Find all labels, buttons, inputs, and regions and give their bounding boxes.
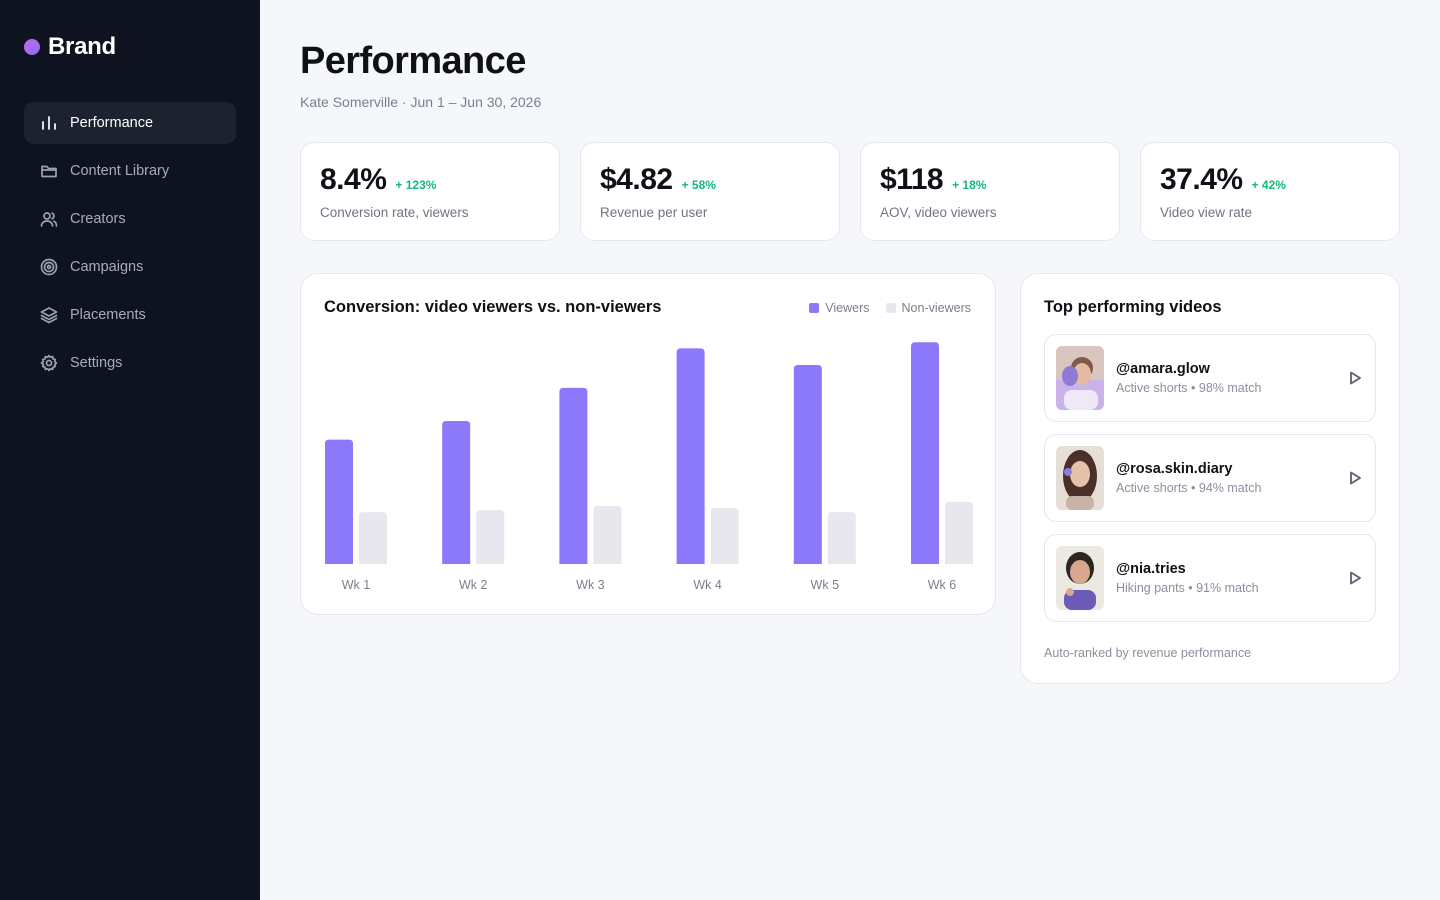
video-thumbnail: [1056, 346, 1104, 410]
conversion-bar-chart: Wk 1 Wk 2 Wk 3 Wk 4 Wk 5 Wk 6: [325, 342, 973, 592]
kpi-value: 37.4%: [1160, 163, 1243, 196]
conversion-chart-card: Wk 1 Wk 2 Wk 3 Wk 4 Wk 5 Wk 6 Conversion: vid…: [300, 273, 996, 615]
x-tick-label: Wk 5: [811, 578, 840, 592]
play-icon[interactable]: [1345, 368, 1365, 388]
kpi-value: $118: [880, 163, 944, 196]
gear-icon: [40, 354, 58, 372]
bar-chart-icon: [40, 114, 58, 132]
sidebar-item-placements[interactable]: Placements: [24, 294, 236, 336]
bar-viewers-wk-1[interactable]: [325, 439, 353, 564]
video-thumbnail: [1056, 546, 1104, 610]
video-item-nia-tries[interactable]: @nia.tries Hiking pants • 91% match: [1044, 534, 1376, 622]
kpi-card-revenue-per-user: $4.82 + 58% Revenue per user: [580, 142, 840, 241]
bar-viewers-wk-4[interactable]: [676, 348, 705, 564]
brand-dot-icon: [24, 39, 40, 55]
sidebar-item-label: Campaigns: [70, 259, 144, 275]
legend-item-non-viewers[interactable]: Non-viewers: [885, 301, 971, 315]
bar-non-viewers-wk-3[interactable]: [593, 505, 622, 564]
sidebar-item-label: Placements: [70, 307, 146, 323]
video-thumbnail: [1056, 446, 1104, 510]
folder-icon: [40, 162, 58, 180]
page-title: Performance: [300, 40, 526, 82]
sidebar: Brand Performance Content Library Creato…: [0, 0, 260, 900]
kpi-card-conversion-rate: 8.4% + 123% Conversion rate, viewers: [300, 142, 560, 241]
sidebar-nav: Performance Content Library Creators Cam…: [24, 102, 236, 390]
sidebar-item-label: Content Library: [70, 163, 170, 179]
legend-label: Viewers: [825, 301, 870, 315]
bar-non-viewers-wk-4[interactable]: [710, 508, 739, 564]
videos-footer-note: Auto-ranked by revenue performance: [1044, 646, 1252, 660]
chart-legend: Viewers Non-viewers: [793, 301, 971, 315]
x-tick-label: Wk 6: [928, 578, 957, 592]
kpi-card-video-view-rate: 37.4% + 42% Video view rate: [1140, 142, 1400, 241]
bar-non-viewers-wk-2[interactable]: [476, 510, 505, 564]
play-icon[interactable]: [1345, 568, 1365, 588]
bar-non-viewers-wk-5[interactable]: [827, 512, 856, 564]
bar-viewers-wk-3[interactable]: [559, 387, 588, 564]
kpi-delta: + 42%: [1251, 178, 1286, 192]
video-meta: Active shorts • 94% match: [1116, 481, 1262, 495]
play-icon[interactable]: [1345, 468, 1365, 488]
brand-logo[interactable]: Brand: [24, 33, 116, 61]
sidebar-item-content-library[interactable]: Content Library: [24, 150, 236, 192]
bar-viewers-wk-6[interactable]: [911, 342, 939, 564]
x-tick-label: Wk 1: [342, 578, 371, 592]
kpi-label: Conversion rate, viewers: [320, 205, 469, 220]
chart-title: Conversion: video viewers vs. non-viewer…: [324, 298, 662, 316]
kpi-label: Revenue per user: [600, 205, 708, 220]
video-handle: @amara.glow: [1116, 361, 1210, 377]
x-tick-label: Wk 4: [693, 578, 722, 592]
video-handle: @nia.tries: [1116, 561, 1186, 577]
legend-swatch-non-viewers: [885, 303, 896, 313]
kpi-value: $4.82: [600, 163, 673, 196]
video-handle: @rosa.skin.diary: [1116, 461, 1233, 477]
legend-label: Non-viewers: [901, 301, 971, 315]
video-meta: Hiking pants • 91% match: [1116, 581, 1259, 595]
sidebar-item-performance[interactable]: Performance: [24, 102, 236, 144]
kpi-label: AOV, video viewers: [880, 205, 997, 220]
kpi-delta: + 18%: [952, 178, 987, 192]
kpi-delta: + 123%: [395, 178, 437, 192]
kpi-value: 8.4%: [320, 163, 387, 196]
brand-name: Brand: [48, 33, 116, 60]
sidebar-item-creators[interactable]: Creators: [24, 198, 236, 240]
sidebar-item-label: Creators: [70, 211, 126, 227]
x-tick-label: Wk 3: [576, 578, 605, 592]
target-icon: [40, 258, 58, 276]
x-tick-label: Wk 2: [459, 578, 488, 592]
bar-viewers-wk-5[interactable]: [793, 365, 822, 564]
kpi-card-aov: $118 + 18% AOV, video viewers: [860, 142, 1120, 241]
page-subtitle: Kate Somerville · Jun 1 – Jun 30, 2026: [300, 94, 542, 110]
videos-title: Top performing videos: [1044, 298, 1222, 316]
sidebar-item-campaigns[interactable]: Campaigns: [24, 246, 236, 288]
kpi-delta: + 58%: [681, 178, 716, 192]
kpi-label: Video view rate: [1160, 205, 1253, 220]
bar-non-viewers-wk-6[interactable]: [945, 501, 973, 564]
video-item-amara-glow[interactable]: @amara.glow Active shorts • 98% match: [1044, 334, 1376, 422]
video-item-rosa-skin-diary[interactable]: @rosa.skin.diary Active shorts • 94% mat…: [1044, 434, 1376, 522]
users-icon: [40, 210, 58, 228]
bar-viewers-wk-2[interactable]: [442, 420, 471, 564]
sidebar-item-label: Settings: [70, 355, 123, 371]
bar-non-viewers-wk-1[interactable]: [359, 512, 387, 564]
top-videos-card: Top performing videos @amara.glow Active…: [1020, 273, 1400, 684]
sidebar-item-settings[interactable]: Settings: [24, 342, 236, 384]
legend-item-viewers[interactable]: Viewers: [809, 301, 870, 315]
legend-swatch-viewers: [809, 303, 820, 313]
layers-icon: [40, 306, 58, 324]
sidebar-item-label: Performance: [70, 115, 154, 131]
video-meta: Active shorts • 98% match: [1116, 381, 1262, 395]
